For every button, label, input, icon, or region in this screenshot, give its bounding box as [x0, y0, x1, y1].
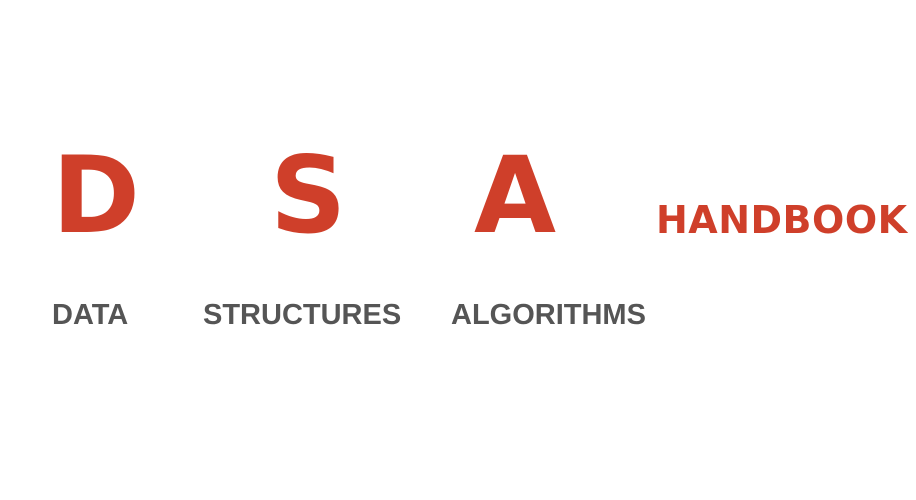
handbook-label: HANDBOOK — [656, 198, 908, 242]
word-structures: STRUCTURES — [203, 299, 402, 331]
word-data: DATA — [52, 299, 129, 331]
logo-letter-s: S — [270, 134, 347, 257]
logo-letter-d: D — [52, 134, 140, 257]
word-algorithms: ALGORITHMS — [451, 299, 646, 331]
logo-letter-a: A — [474, 134, 557, 257]
